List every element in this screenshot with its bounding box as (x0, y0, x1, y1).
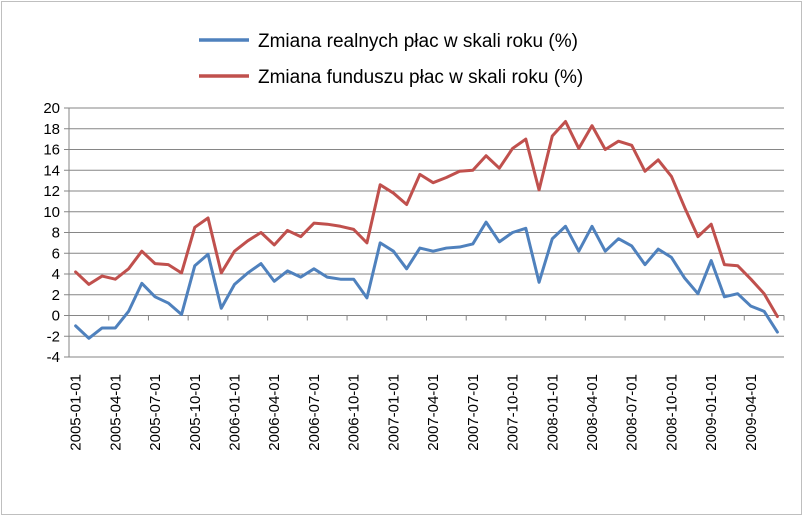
x-tick-label: 2008-10-01 (663, 374, 680, 451)
x-tick-label: 2008-07-01 (624, 374, 641, 451)
x-tick-label: 2005-01-01 (68, 374, 85, 451)
y-tick-label: 14 (43, 162, 60, 179)
x-tick-label: 2005-04-01 (107, 374, 124, 451)
x-tick-label: 2007-04-01 (425, 374, 442, 451)
legend: Zmiana realnych płac w skali roku (%) Zm… (199, 31, 583, 88)
series-lines (74, 119, 779, 340)
y-tick-label: 6 (52, 245, 60, 262)
x-tick-label: 2008-04-01 (584, 374, 601, 451)
x-tick-label: 2008-01-01 (544, 374, 561, 451)
x-tick-label: 2006-07-01 (306, 374, 323, 451)
x-tick-label: 2006-01-01 (227, 374, 244, 451)
series-line-wage-fund (74, 119, 779, 319)
y-tick-label: 10 (43, 204, 60, 221)
x-tick-label: 2006-04-01 (266, 374, 283, 451)
y-tick-label: 16 (43, 142, 60, 159)
y-tick-label: 2 (52, 287, 60, 304)
y-tick-label: 4 (52, 266, 60, 283)
y-tick-label: 0 (52, 308, 60, 325)
x-tick-label: 2005-10-01 (187, 374, 204, 451)
x-tick-label: 2009-04-01 (743, 374, 760, 451)
y-tick-label: 8 (52, 225, 60, 242)
y-tick-label: -4 (47, 349, 60, 366)
y-tick-label: 20 (43, 100, 60, 117)
y-tick-label: 12 (43, 183, 60, 200)
legend-label-wage-fund: Zmiana funduszu płac w skali roku (%) (258, 67, 583, 88)
x-tick-label: 2009-01-01 (703, 374, 720, 451)
x-tick-label: 2005-07-01 (147, 374, 164, 451)
x-tick-label: 2007-10-01 (505, 374, 522, 451)
y-axis-ticks: -4 -2 0 2 4 6 8 10 12 14 16 18 20 (43, 100, 69, 366)
x-tick-label: 2006-10-01 (346, 374, 363, 451)
y-tick-label: 18 (43, 121, 60, 138)
x-tick-label: 2007-01-01 (385, 374, 402, 451)
y-tick-label: -2 (47, 328, 60, 345)
x-tick-label: 2007-07-01 (465, 374, 482, 451)
legend-label-real-wages: Zmiana realnych płac w skali roku (%) (258, 31, 578, 52)
x-axis-ticks: 2005-01-01 2005-04-01 2005-07-01 2005-10-01… (68, 315, 785, 451)
series-line-real-wages (74, 220, 779, 340)
